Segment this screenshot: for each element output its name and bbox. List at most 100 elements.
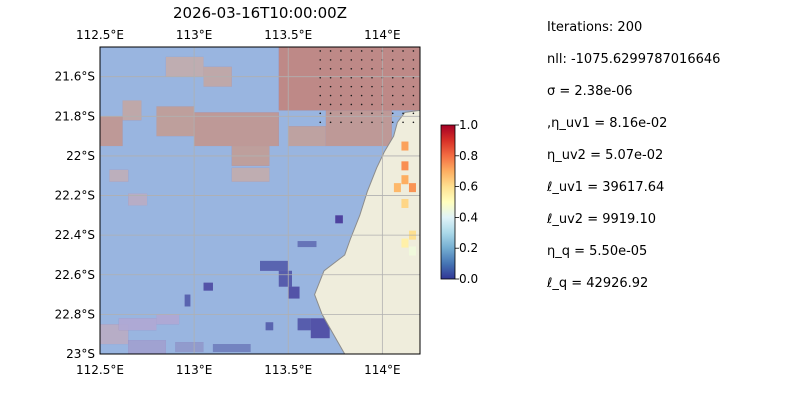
stipple-dot [319, 94, 322, 97]
stipple-dot [412, 94, 415, 97]
stipple-dot [360, 76, 363, 79]
stipple-dot [402, 112, 404, 115]
stipple-dot [340, 85, 342, 88]
parameter-list: Iterations: 200 nll: -1075.6299787016646… [547, 20, 720, 308]
land-cell [393, 183, 401, 193]
y-tick-label: 22.4°S [55, 228, 95, 242]
param-ell-uv1: ℓ_uv1 = 39617.64 [547, 180, 665, 195]
x-tick-label-top: 113°E [176, 28, 213, 42]
stipple-dot [340, 76, 342, 79]
stipple-dot [350, 76, 353, 79]
stipple-dot [391, 112, 394, 115]
stipple-dot [319, 59, 322, 61]
stipple-dot [412, 50, 415, 52]
field-patch [109, 169, 129, 182]
field-patch [184, 294, 191, 307]
y-tick-label: 21.6°S [55, 70, 95, 84]
field-patch [128, 193, 148, 206]
stipple-dot [329, 59, 332, 61]
stipple-dot [412, 121, 415, 124]
field-patch [278, 270, 292, 287]
x-tick-label-top: 114°E [364, 28, 401, 42]
stipple-dot [350, 85, 353, 88]
stipple-dot [371, 50, 373, 52]
param-eta-uv2: η_uv2 = 5.07e-02 [547, 148, 664, 163]
stipple-dot [371, 67, 373, 70]
stipple-dot [402, 76, 404, 79]
land-cell [401, 238, 409, 248]
stipple-dot [319, 121, 322, 124]
stipple-dot [329, 50, 332, 52]
field-patch [156, 106, 195, 137]
stipple-dot [412, 67, 415, 70]
map-panel: 112.5°E 112.5°E 113°E 113°E 113.5°E 113.5°E 11… [55, 28, 421, 377]
x-tick-label-bottom: 113°E [176, 363, 213, 377]
stipple-dot [412, 76, 415, 79]
param-eta-uv1: ,η_uv1 = 8.16e-02 [547, 116, 668, 131]
stipple-dot [319, 50, 322, 52]
x-tick-label-bottom: 114°E [364, 363, 401, 377]
stipple-dot [340, 103, 342, 106]
field-patch [278, 47, 420, 111]
stipple-dot [391, 59, 394, 61]
field-patch [122, 100, 142, 121]
stipple-dot [340, 112, 342, 115]
field-patch [118, 318, 157, 331]
param-iterations: Iterations: 200 [547, 20, 643, 35]
colorbar: 0.0 0.2 0.4 0.6 0.8 1.0 [440, 118, 478, 286]
stipple-dot [391, 76, 394, 79]
stipple-dot [360, 50, 363, 52]
stipple-dot [360, 85, 363, 88]
stipple-dot [360, 67, 363, 70]
param-ell-q: ℓ_q = 42926.92 [547, 276, 649, 291]
stipple-dot [319, 67, 322, 70]
stipple-dot [319, 76, 322, 79]
colorbar-tick-label: 1.0 [459, 118, 478, 132]
stipple-dot [391, 67, 394, 70]
y-tick-label: 22.2°S [55, 189, 95, 203]
y-tick-label: 22.6°S [55, 268, 95, 282]
y-tick-label: 23°S [66, 347, 95, 361]
stipple-dot [329, 103, 332, 106]
param-sigma: σ = 2.38e-06 [547, 84, 633, 99]
stipple-dot [329, 112, 332, 115]
x-tick-label-bottom: 112.5°E [76, 363, 124, 377]
land-area [314, 109, 420, 354]
map-frame [99, 46, 421, 355]
param-eta-q: η_q = 5.50e-05 [547, 244, 648, 259]
land-cell [401, 161, 409, 171]
field-patch [194, 112, 279, 147]
land-cell [401, 141, 409, 151]
stipple-dot [350, 50, 353, 52]
stipple-dot [402, 67, 404, 70]
stipple-dot [340, 59, 342, 61]
field-patch [231, 167, 270, 182]
stipple-dot [391, 85, 394, 88]
land-cell [408, 246, 416, 256]
stipple-dot [412, 85, 415, 88]
param-nll: nll: -1075.6299787016646 [547, 52, 721, 67]
stipple-dot [329, 67, 332, 70]
colorbar-tick-label: 0.4 [459, 210, 478, 224]
stipple-dot [391, 50, 394, 52]
stipple-dot [371, 76, 373, 79]
stipple-dot [360, 103, 363, 106]
colorbar-tick-label: 0.8 [459, 149, 478, 163]
x-tick-label-top: 112.5°E [76, 28, 124, 42]
stipple-dot [371, 94, 373, 97]
stipple-dot [350, 103, 353, 106]
stipple-dot [350, 112, 353, 115]
land-cell [401, 175, 409, 185]
stipple-dot [350, 67, 353, 70]
stipple-dot [329, 121, 332, 124]
field-patch [203, 282, 213, 291]
stipple-dot [350, 59, 353, 61]
stipple-dot [340, 121, 342, 124]
colorbar-bar [440, 124, 456, 280]
stipple-dot [319, 85, 322, 88]
field-patch [128, 340, 166, 354]
stipple-dot [391, 121, 394, 124]
field-patch [288, 126, 326, 147]
stipple-dot [371, 85, 373, 88]
y-tick-label: 22°S [66, 149, 95, 163]
